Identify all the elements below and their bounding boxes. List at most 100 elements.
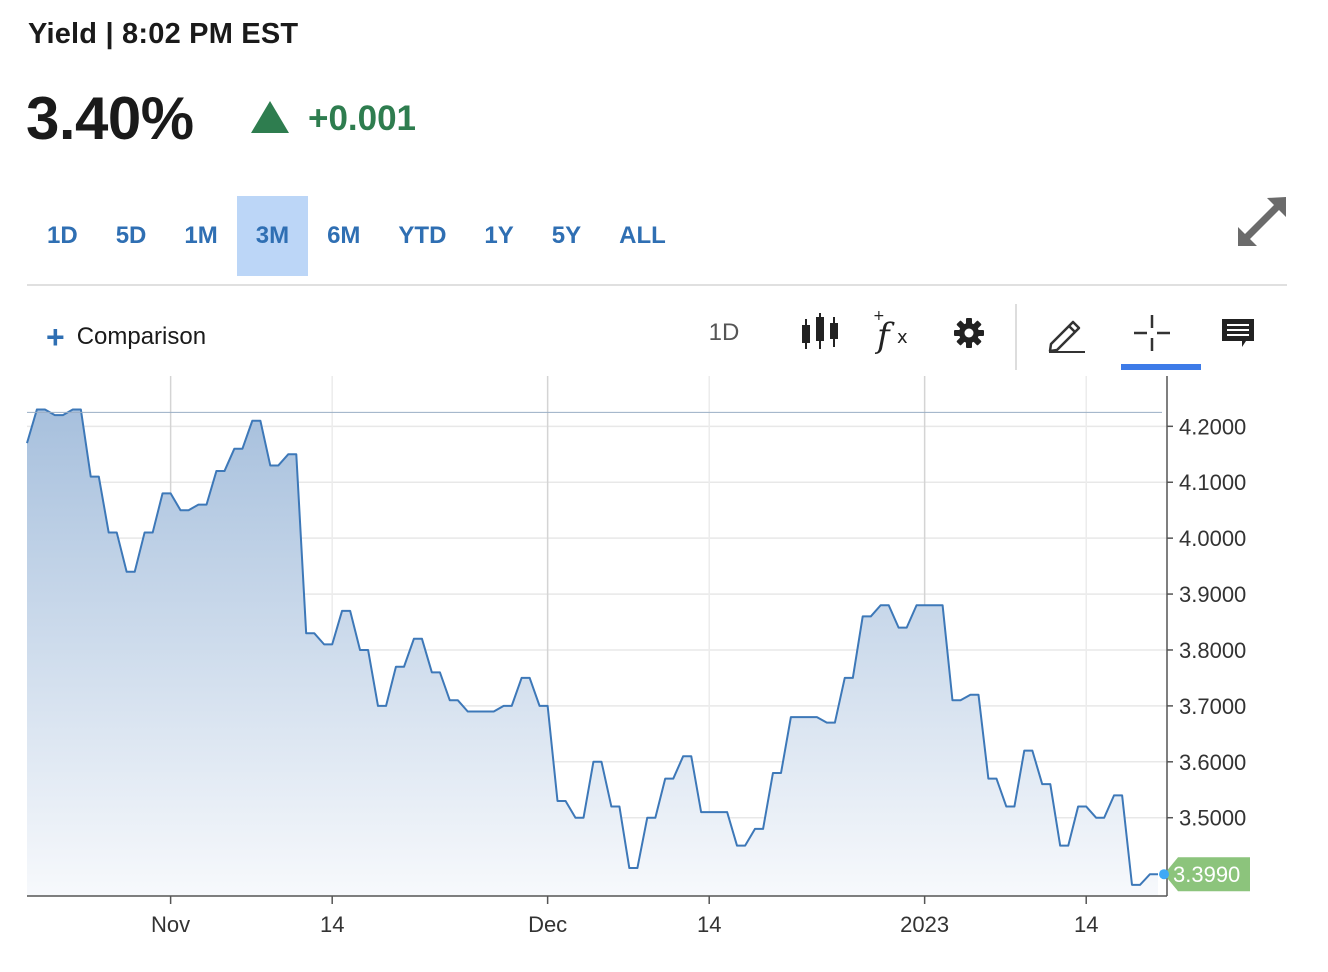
data-point xyxy=(617,805,621,809)
range-1d[interactable]: 1D xyxy=(47,222,78,249)
interval-button[interactable]: 1D xyxy=(708,319,740,346)
last-value-flag xyxy=(1164,857,1250,892)
crosshair-active-indicator xyxy=(1121,364,1201,370)
data-point xyxy=(43,408,47,412)
range-3m[interactable]: 3M xyxy=(236,196,309,276)
data-point xyxy=(707,810,711,814)
data-point xyxy=(366,648,370,652)
data-point xyxy=(761,827,765,831)
divider xyxy=(27,284,1287,286)
y-tick-label: 3.7000 xyxy=(1179,694,1246,719)
data-point xyxy=(258,419,262,423)
range-5y[interactable]: 5Y xyxy=(551,222,582,249)
data-point xyxy=(671,777,675,781)
data-point xyxy=(976,693,980,697)
data-point xyxy=(564,799,568,803)
function-icon: + f x xyxy=(873,309,908,356)
data-point xyxy=(851,676,855,680)
y-tick-label: 3.6000 xyxy=(1179,750,1246,775)
gear-icon xyxy=(954,318,984,348)
draw-button[interactable] xyxy=(1044,306,1088,360)
range-ytd[interactable]: YTD xyxy=(398,222,447,249)
data-point xyxy=(941,603,945,607)
data-point xyxy=(653,816,657,820)
data-point xyxy=(187,508,191,512)
candlestick-icon xyxy=(802,313,838,349)
data-point xyxy=(635,866,639,870)
yield-line xyxy=(26,408,1159,886)
data-point xyxy=(348,609,352,613)
indicators-button[interactable]: + f x xyxy=(870,306,916,360)
data-point xyxy=(994,777,998,781)
range-6m[interactable]: 6M xyxy=(327,222,361,249)
data-point xyxy=(1030,749,1034,753)
up-arrow-icon xyxy=(251,101,289,133)
x-tick-label: 14 xyxy=(1074,912,1098,937)
data-point xyxy=(294,452,298,456)
data-point xyxy=(1102,816,1106,820)
y-tick-label: 3.8000 xyxy=(1179,638,1246,663)
data-point xyxy=(133,570,137,574)
data-point xyxy=(815,715,819,719)
page-title: Yield | 8:02 PM EST xyxy=(28,18,299,50)
data-point xyxy=(25,441,29,445)
range-5d[interactable]: 5D xyxy=(115,222,147,249)
data-point xyxy=(1138,883,1142,887)
data-point xyxy=(492,709,496,713)
data-point xyxy=(169,491,173,495)
range-all[interactable]: ALL xyxy=(619,222,666,249)
comment-button[interactable] xyxy=(1218,306,1258,360)
data-point xyxy=(546,704,550,708)
svg-text:+: + xyxy=(873,309,885,324)
data-point xyxy=(384,704,388,708)
data-point xyxy=(1084,805,1088,809)
last-value-label: 3.3990 xyxy=(1173,862,1240,887)
data-point xyxy=(312,631,316,635)
yield-value: 3.40% xyxy=(26,85,194,152)
chart-type-button[interactable] xyxy=(798,306,842,360)
plus-icon: + xyxy=(46,319,65,355)
expand-icon[interactable] xyxy=(1236,195,1290,249)
toolbar-separator xyxy=(1015,304,1017,370)
data-point xyxy=(905,626,909,630)
data-point xyxy=(222,469,226,473)
x-tick-label: Dec xyxy=(528,912,567,937)
data-point xyxy=(1066,844,1070,848)
data-point xyxy=(599,760,603,764)
yield-area xyxy=(27,409,1159,896)
x-tick-label: 2023 xyxy=(900,912,949,937)
svg-text:x: x xyxy=(897,327,908,348)
data-point xyxy=(79,408,83,412)
data-point xyxy=(240,447,244,451)
data-point xyxy=(97,475,101,479)
data-point xyxy=(402,665,406,669)
pencil-icon xyxy=(1048,320,1085,353)
data-point xyxy=(833,721,837,725)
data-point xyxy=(1120,793,1124,797)
settings-button[interactable] xyxy=(950,306,988,360)
comparison-button[interactable]: + Comparison xyxy=(46,319,207,355)
data-point xyxy=(420,637,424,641)
x-tick-label: 14 xyxy=(697,912,721,937)
y-tick-label: 3.5000 xyxy=(1179,806,1246,831)
range-1m[interactable]: 1M xyxy=(184,222,218,249)
range-1y[interactable]: 1Y xyxy=(484,222,514,249)
crosshair-button[interactable] xyxy=(1130,306,1174,360)
comment-icon xyxy=(1222,319,1254,347)
data-point xyxy=(923,603,927,607)
y-tick-label: 4.1000 xyxy=(1179,470,1246,495)
data-point xyxy=(779,771,783,775)
data-point xyxy=(330,642,334,646)
crosshair-icon xyxy=(1134,315,1170,351)
y-tick-label: 4.2000 xyxy=(1179,414,1246,439)
data-point xyxy=(1048,782,1052,786)
data-point xyxy=(115,531,119,535)
comparison-label: Comparison xyxy=(76,323,207,350)
last-value-dot xyxy=(1159,869,1170,880)
data-point xyxy=(205,503,209,507)
data-point xyxy=(743,844,747,848)
x-tick-label: Nov xyxy=(151,912,190,937)
data-point xyxy=(438,670,442,674)
data-point xyxy=(61,413,65,417)
